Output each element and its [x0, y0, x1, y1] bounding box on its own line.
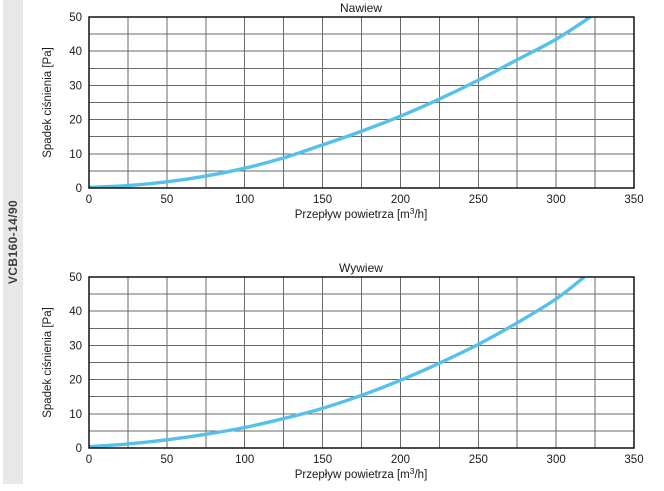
y-tick-label: 20	[69, 375, 82, 387]
x-tick-label: 100	[235, 194, 254, 206]
x-axis-label-text: Przepływ powietrza [m	[295, 469, 410, 481]
y-tick-label: 50	[69, 12, 82, 24]
y-axis-label: Spadek ciśnienia [Pa]	[42, 47, 54, 158]
y-tick-label: 50	[69, 272, 82, 284]
y-tick-label: 30	[69, 80, 82, 92]
y-tick-label: 20	[69, 115, 82, 127]
x-axis-label-superscript: 3	[410, 466, 415, 476]
x-tick-label: 200	[391, 454, 410, 466]
chart-plot-layer: 0 50 100 150 200 250 300 350 0 10 20 30 40 50	[69, 272, 643, 466]
x-axis-label: Przepływ powietrza [m3/h]	[295, 466, 428, 481]
x-tick-label: 0	[86, 194, 92, 206]
y-tick-label: 10	[69, 149, 82, 161]
x-tick-label: 150	[313, 454, 332, 466]
x-tick-label: 300	[547, 454, 566, 466]
tick-labels: 0 50 100 150 200 250 300 350 0 10 20 30 40 50	[69, 272, 643, 466]
x-tick-label: 300	[547, 194, 566, 206]
chart-plot-layer: 0 50 100 150 200 250 300 350 0 10 20 30 40 50	[69, 12, 643, 206]
x-axis-label-unit: /h]	[414, 209, 427, 221]
y-tick-label: 0	[76, 183, 82, 195]
gridlines	[89, 17, 634, 188]
chart-title: Wywiew	[339, 261, 383, 275]
pressure-drop-curve	[89, 17, 592, 188]
y-tick-label: 30	[69, 340, 82, 352]
tick-labels: 0 50 100 150 200 250 300 350 0 10 20 30 40 50	[69, 12, 643, 206]
y-tick-label: 40	[69, 306, 82, 318]
x-tick-label: 250	[469, 194, 488, 206]
x-tick-label: 250	[469, 454, 488, 466]
y-tick-label: 40	[69, 46, 82, 58]
y-axis-label: Spadek ciśnienia [Pa]	[42, 307, 54, 418]
x-tick-label: 50	[160, 194, 173, 206]
plot-border	[88, 16, 635, 189]
x-tick-label: 50	[160, 454, 173, 466]
x-axis-label-superscript: 3	[410, 206, 415, 216]
x-tick-label: 350	[624, 194, 643, 206]
x-axis-label: Przepływ powietrza [m3/h]	[295, 206, 428, 221]
pressure-drop-curve	[89, 277, 586, 448]
y-tick-label: 0	[76, 443, 82, 455]
chart-title: Nawiew	[340, 1, 382, 15]
x-tick-label: 0	[86, 454, 92, 466]
gridlines	[89, 277, 634, 448]
x-tick-label: 150	[313, 194, 332, 206]
plot-border	[88, 276, 635, 449]
x-tick-label: 200	[391, 194, 410, 206]
product-label-strip: VCB160-14/90	[3, 0, 23, 484]
x-axis-label-unit: /h]	[414, 469, 427, 481]
y-tick-label: 10	[69, 409, 82, 421]
x-tick-label: 100	[235, 454, 254, 466]
x-tick-label: 350	[624, 454, 643, 466]
x-axis-label-text: Przepływ powietrza [m	[295, 209, 410, 221]
